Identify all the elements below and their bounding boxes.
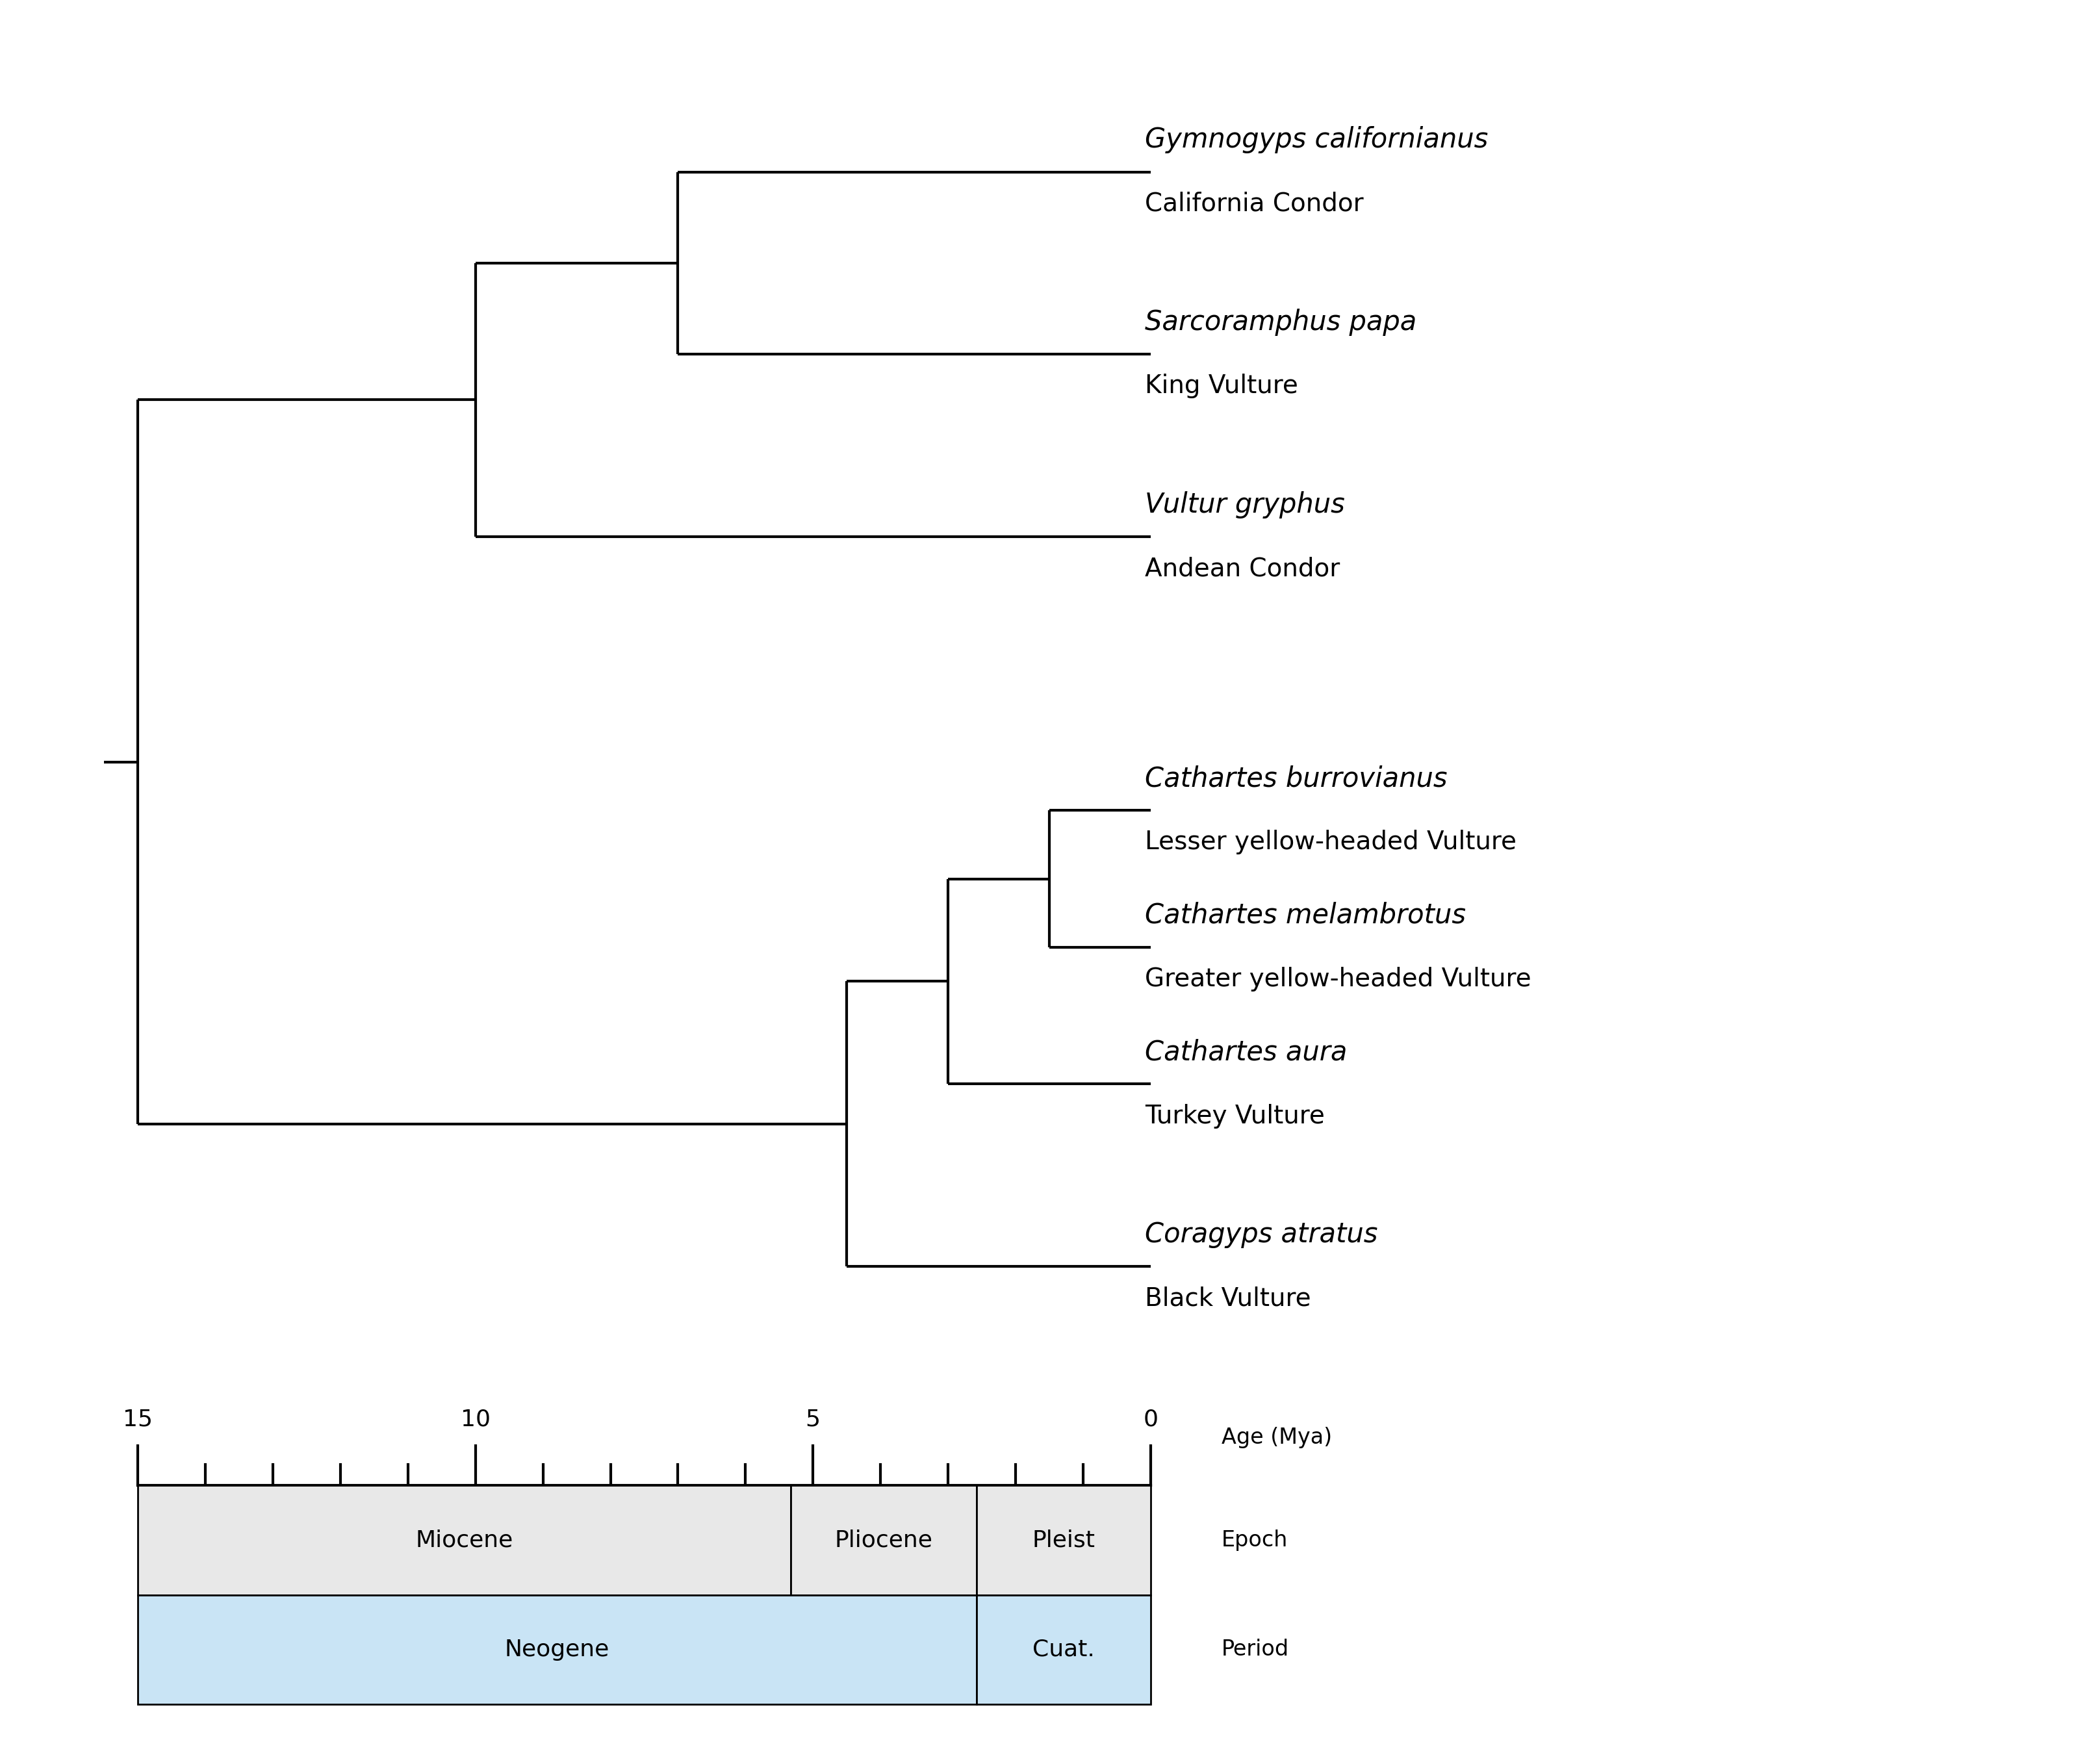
Text: Period: Period (1222, 1639, 1289, 1660)
Text: California Condor: California Condor (1144, 191, 1363, 216)
Text: Pleist: Pleist (1031, 1529, 1094, 1551)
Text: Greater yellow-headed Vulture: Greater yellow-headed Vulture (1144, 966, 1531, 992)
Text: Coragyps atratus: Coragyps atratus (1144, 1220, 1378, 1248)
Text: 15: 15 (124, 1408, 153, 1430)
Text: Cathartes burrovianus: Cathartes burrovianus (1144, 764, 1447, 792)
Text: Miocene: Miocene (416, 1529, 512, 1551)
Text: Cathartes melambrotus: Cathartes melambrotus (1144, 901, 1466, 929)
Text: Cathartes aura: Cathartes aura (1144, 1038, 1348, 1066)
Text: King Vulture: King Vulture (1144, 373, 1298, 398)
Text: Black Vulture: Black Vulture (1144, 1287, 1310, 1311)
Text: Sarcoramphus papa: Sarcoramphus papa (1144, 309, 1418, 337)
Text: 0: 0 (1142, 1408, 1157, 1430)
Text: Vultur gryphus: Vultur gryphus (1144, 491, 1346, 519)
Bar (139, 1595, 977, 1704)
Text: Gymnogyps californianus: Gymnogyps californianus (1144, 126, 1489, 154)
Bar (977, 1595, 1151, 1704)
Text: Neogene: Neogene (504, 1639, 609, 1660)
Text: Turkey Vulture: Turkey Vulture (1144, 1104, 1325, 1129)
Text: Age (Mya): Age (Mya) (1222, 1427, 1331, 1448)
Text: Cuat.: Cuat. (1033, 1639, 1094, 1660)
Text: Epoch: Epoch (1222, 1529, 1287, 1551)
Bar (792, 1485, 977, 1595)
Text: 10: 10 (460, 1408, 491, 1430)
Bar (139, 1485, 792, 1595)
Text: Andean Condor: Andean Condor (1144, 556, 1340, 580)
Text: Pliocene: Pliocene (834, 1529, 932, 1551)
Text: 5: 5 (806, 1408, 821, 1430)
Text: Lesser yellow-headed Vulture: Lesser yellow-headed Vulture (1144, 829, 1516, 855)
Bar (977, 1485, 1151, 1595)
